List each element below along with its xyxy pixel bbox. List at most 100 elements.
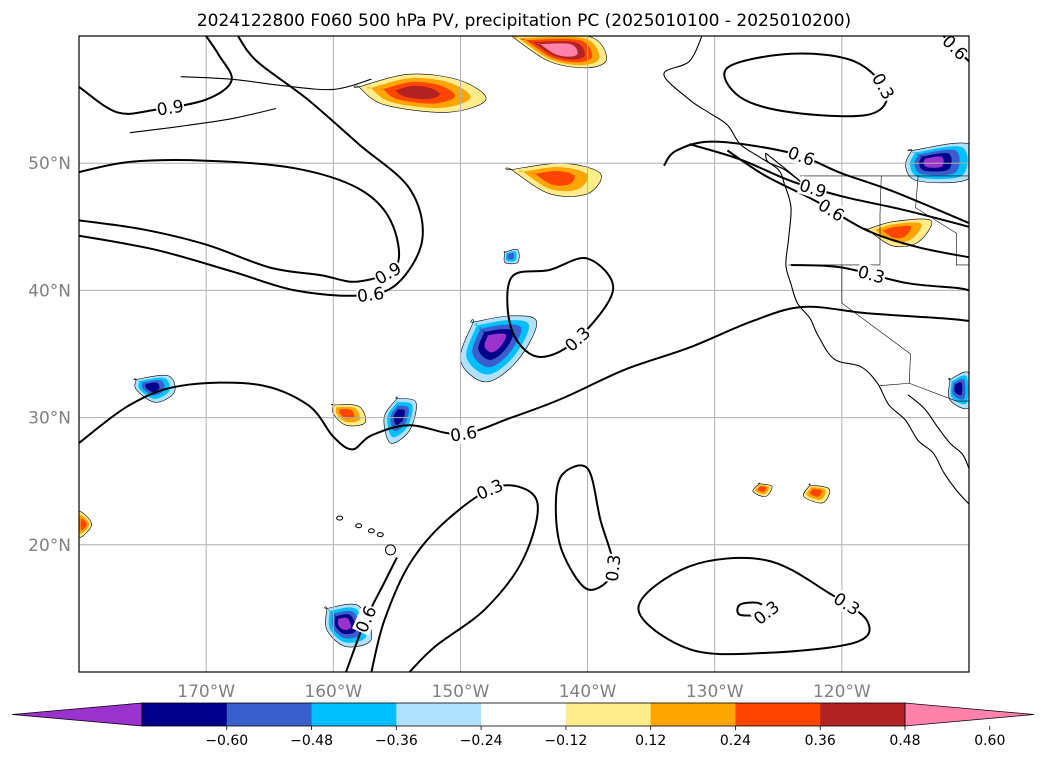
contour-label-bg	[814, 195, 849, 226]
border-line	[915, 175, 969, 266]
island	[385, 544, 396, 556]
contour-label-bg	[561, 322, 594, 356]
lon-tick-label: 150°W	[432, 682, 490, 702]
precipitation-layer	[79, 36, 969, 648]
colorbar-tick-label: 0.24	[720, 733, 751, 749]
pv-contour-line	[79, 36, 233, 115]
precip-area	[803, 483, 830, 504]
lat-tick-label: 40°N	[28, 281, 71, 301]
colorbar-swatch	[226, 703, 313, 726]
precip-shade	[923, 156, 944, 168]
latitude-tick-labels: 50°N 40°N 30°N 20°N	[28, 154, 71, 556]
coastline-layer	[129, 36, 969, 556]
lat-tick-label: 20°N	[28, 536, 71, 556]
precip-area	[863, 218, 933, 248]
precip-shade	[145, 382, 160, 393]
coastline	[765, 152, 802, 183]
colorbar-swatch	[396, 703, 482, 726]
colorbar-outline	[141, 702, 906, 727]
colorbar-swatch	[565, 703, 652, 726]
contour-label-bg	[371, 258, 405, 288]
pv-contour-line	[554, 464, 615, 591]
island	[336, 515, 344, 521]
precip-shade	[757, 485, 767, 492]
border-line	[788, 175, 882, 266]
contour-label-bg	[154, 96, 186, 119]
longitude-tick-labels: 170°W 160°W 150°W 140°W 130°W 120°W	[177, 682, 871, 702]
coastline	[663, 36, 969, 505]
precip-shade	[954, 382, 963, 396]
pv-contour-line	[79, 36, 424, 297]
map-background	[79, 36, 969, 672]
precip-area	[353, 73, 487, 113]
contour-label-bg	[448, 422, 479, 445]
precip-area	[506, 36, 607, 69]
precip-area	[133, 374, 176, 403]
pv-contour-line	[790, 264, 969, 292]
border-line	[878, 382, 969, 402]
colorbar: −0.60 −0.48 −0.36 −0.24 −0.12 0.12 0.24 0.36 0.4…	[11, 702, 1035, 749]
contour-label-bg	[355, 283, 386, 306]
colorbar-swatch	[142, 703, 228, 726]
contour-label: 0.3	[603, 554, 626, 583]
precip-area	[79, 511, 93, 538]
map-panel: 0.90.90.60.60.60.60.90.30.30.30.60.30.60…	[78, 35, 970, 673]
pv-contour-layer: 0.90.90.60.60.60.60.90.30.30.30.60.30.60…	[79, 36, 969, 672]
lon-tick-label: 130°W	[686, 682, 744, 702]
coastline	[907, 394, 969, 469]
colorbar-tick-label: 0.48	[889, 733, 920, 749]
lon-tick-label: 160°W	[304, 682, 362, 702]
contour-label-bg	[602, 553, 624, 583]
lon-tick-label: 140°W	[559, 682, 617, 702]
pv-contour-line	[345, 557, 398, 672]
map-frame	[78, 35, 970, 673]
colorbar-extend-min	[11, 702, 143, 727]
contour-label-bg	[868, 69, 899, 103]
contour-label-bg	[351, 602, 380, 636]
precip-area	[752, 482, 773, 497]
colorbar-extend-max	[904, 702, 1035, 727]
lon-tick-label: 170°W	[177, 682, 235, 702]
precip-shade	[393, 408, 406, 425]
lon-tick-label: 120°W	[813, 682, 871, 702]
precip-shade	[809, 488, 822, 497]
precip-area	[505, 162, 602, 197]
island	[376, 532, 384, 538]
contour-label-bg	[473, 475, 507, 504]
coastline	[129, 107, 277, 134]
contour-label: 0.9	[155, 97, 185, 121]
colorbar-swatch	[481, 703, 567, 726]
precip-shade	[393, 85, 440, 100]
contour-label-bg	[938, 36, 969, 64]
precip-shade	[338, 409, 355, 419]
colorbar-tick-label: 0.12	[635, 733, 666, 749]
precip-shade	[545, 45, 571, 54]
coastline	[180, 76, 372, 91]
contour-label-bg	[749, 596, 783, 629]
chart-title: 2024122800 F060 500 hPa PV, precipitatio…	[197, 11, 851, 31]
pv-contour-line	[723, 52, 888, 118]
pv-contour-line	[506, 256, 615, 358]
island	[355, 523, 363, 529]
contour-label-bg	[796, 175, 829, 201]
contour-label: 0.6	[356, 284, 385, 307]
contour-label-bg	[830, 588, 864, 619]
colorbar-tick-label: −0.60	[205, 733, 248, 749]
colorbar-swatch	[650, 703, 736, 726]
colorbar-tick-label: −0.48	[290, 733, 333, 749]
contour-label: 0.6	[449, 423, 479, 447]
colorbar-tick-label: −0.36	[375, 733, 418, 749]
precip-shade	[484, 333, 507, 353]
contour-label-bg	[855, 262, 888, 287]
colorbar-tick-label: −0.24	[460, 733, 503, 749]
pv-contour-line	[637, 556, 871, 656]
colorbar-tick-label: 0.36	[805, 733, 836, 749]
colorbar-swatch	[820, 703, 906, 726]
precip-shade	[337, 617, 352, 630]
colorbar-swatch	[735, 703, 821, 726]
island	[367, 528, 375, 534]
precip-shade	[80, 518, 87, 531]
precip-area	[503, 249, 520, 265]
precip-area	[948, 371, 969, 410]
